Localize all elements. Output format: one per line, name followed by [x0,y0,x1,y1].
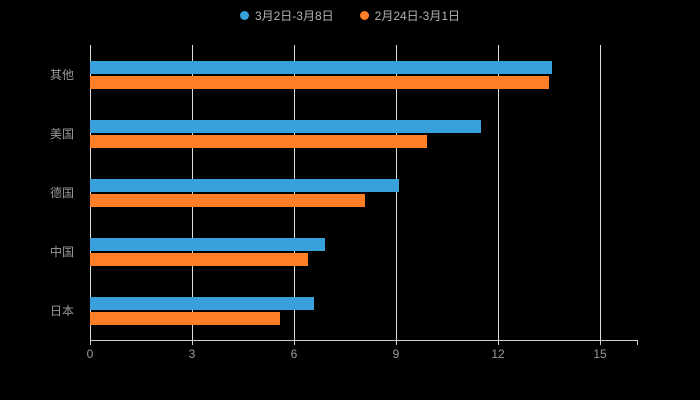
bar-series-1 [90,296,315,310]
x-tick-label: 15 [593,347,607,361]
bar-series-2 [90,311,281,325]
category-label: 中国 [49,244,74,259]
x-tick-label: 12 [491,347,505,361]
category-label: 其他 [49,67,74,82]
axis-tick [600,340,601,345]
grid-line [600,45,601,340]
axis-tick [396,340,397,345]
axis-tick [90,340,91,345]
category-label: 美国 [49,126,74,141]
legend-item-series-2[interactable]: 2月24日-3月1日 [359,7,461,24]
legend-label-series-2: 2月24日-3月1日 [374,9,461,23]
category-label: 德国 [49,185,74,200]
plot-area [90,45,638,345]
legend-dot-orange-icon [359,11,369,20]
grid-line [498,45,499,340]
axis-tick [294,340,295,345]
x-tick-label: 6 [290,347,298,361]
legend-item-series-1[interactable]: 3月2日-3月8日 [239,7,334,24]
axis-end-tick [637,340,638,345]
bar-series-2 [90,193,366,207]
bar-series-2 [90,252,308,266]
bar-series-2 [90,134,427,148]
bar-series-1 [90,237,325,251]
grid-line [192,45,193,340]
axis-tick [498,340,499,345]
bar-series-1 [90,60,553,74]
legend-dot-blue-icon [239,11,249,20]
bar-series-2 [90,75,549,89]
y-axis-category-labels: 其他美国德国中国日本 [0,45,82,340]
x-tick-label: 0 [86,347,94,361]
axis-tick [192,340,193,345]
bar-series-1 [90,178,400,192]
category-label: 日本 [49,303,74,318]
bar-series-1 [90,119,481,133]
chart-legend: 3月2日-3月8日 2月24日-3月1日 [0,7,700,24]
x-tick-label: 3 [188,347,196,361]
grid-line [294,45,295,340]
grid-line [90,45,91,340]
legend-label-series-1: 3月2日-3月8日 [254,9,334,23]
x-tick-label: 9 [392,347,400,361]
grid-line [396,45,397,340]
x-axis-tick-labels: 0 3 6 9 12 15 [86,347,638,363]
